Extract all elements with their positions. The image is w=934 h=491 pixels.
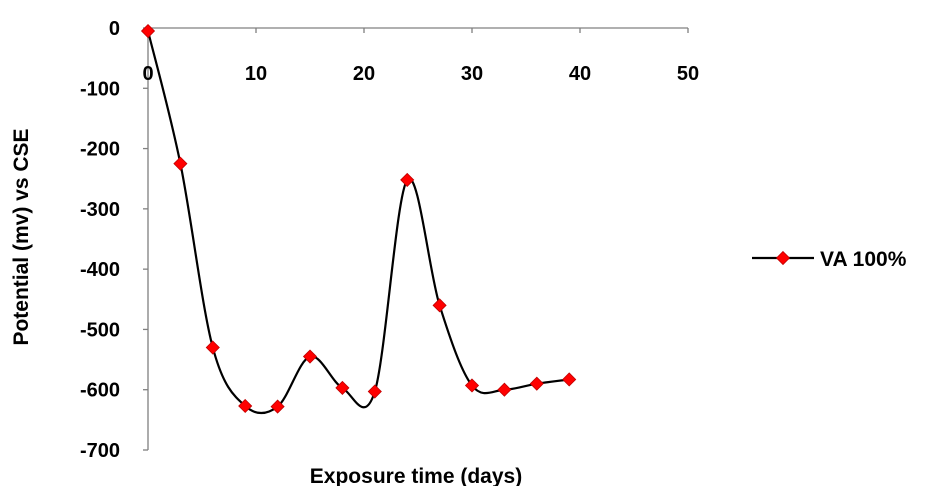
data-point-marker	[302, 349, 318, 364]
data-point-marker	[335, 380, 350, 395]
series-layer	[140, 23, 577, 415]
data-point-marker	[367, 384, 382, 399]
y-tick-label: -300	[80, 199, 120, 221]
x-tick-label: 20	[353, 63, 375, 85]
data-point-marker	[205, 340, 220, 355]
data-point-marker	[400, 172, 415, 187]
x-axis-title: Exposure time (days)	[310, 465, 522, 486]
legend-label: VA 100%	[820, 248, 907, 271]
data-point-marker	[464, 378, 480, 393]
y-tick-label: -200	[80, 139, 120, 161]
data-point-marker	[497, 382, 512, 397]
x-tick-label: 30	[461, 63, 483, 85]
y-tick-label: -700	[80, 440, 120, 462]
data-point-marker	[238, 398, 253, 414]
x-tick-label: 10	[245, 63, 267, 85]
data-point-marker	[562, 372, 577, 387]
y-tick-label: -500	[80, 319, 120, 341]
series-line	[146, 30, 570, 415]
y-axis-title: Potential (mv) vs CSE	[10, 128, 33, 345]
y-tick-label: 0	[109, 18, 120, 40]
legend: VA 100%	[752, 248, 907, 271]
legend-marker-diamond	[775, 250, 791, 266]
data-point-marker	[173, 156, 188, 171]
data-point-marker	[270, 399, 285, 414]
data-point-marker	[432, 298, 447, 313]
tick-labels: 0 -100 -200 -300 -400 -500 -600 -700 0 10 20 30 40 50	[80, 18, 699, 462]
y-tick-label: -600	[80, 380, 120, 402]
x-tick-label: 40	[569, 63, 591, 85]
x-tick-label: 50	[677, 63, 699, 85]
x-tick-label: 0	[142, 63, 153, 85]
y-tick-label: -400	[80, 259, 120, 281]
data-point-marker	[529, 376, 544, 391]
y-tick-label: -100	[80, 78, 120, 100]
axes	[143, 27, 689, 451]
data-point-marker	[140, 23, 156, 39]
